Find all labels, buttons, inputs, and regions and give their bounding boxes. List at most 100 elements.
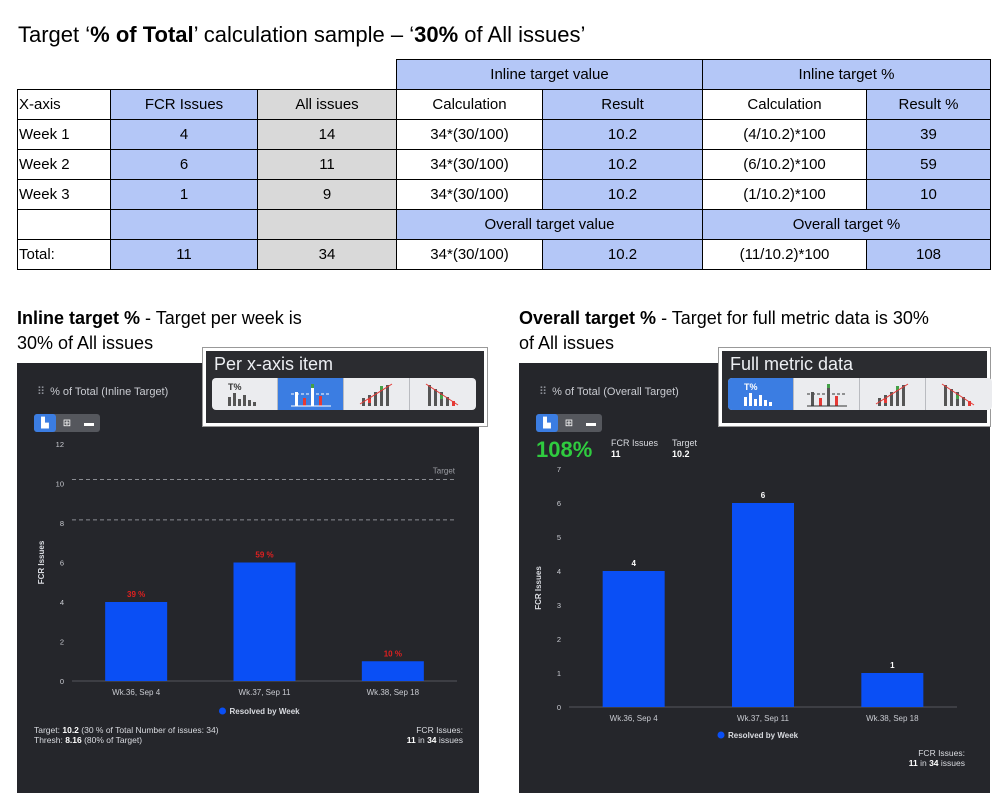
left-chart-panel: ⠿ % of Total (Inline Target) ▙ ⊞ ▬ 0 2 4 6 8 1… [17, 363, 479, 793]
chart-view-icon[interactable]: ▙ [34, 414, 56, 432]
trend-chart-icon[interactable] [344, 378, 410, 410]
bar-value-label: 6 [761, 491, 766, 500]
y-tick-label: 8 [60, 519, 64, 528]
table-cell: 34*(30/100) [396, 149, 543, 180]
bar-value-label: 10 % [384, 649, 402, 658]
inline-target-chart-icon[interactable] [278, 378, 344, 410]
column-header: All issues [257, 89, 397, 120]
y-tick-label: 12 [56, 440, 64, 449]
column-header: FCR Issues [110, 89, 258, 120]
table-cell: 34*(30/100) [396, 239, 543, 270]
table-cell: 4 [110, 119, 258, 150]
bar [602, 571, 665, 707]
table-cell: Week 3 [17, 179, 111, 210]
table-cell: 10.2 [542, 119, 703, 150]
drag-handle-icon[interactable]: ⠿ [37, 386, 45, 398]
chart-view-icon[interactable]: ▙ [536, 414, 558, 432]
y-tick-label: 4 [60, 598, 64, 607]
column-header: Calculation [396, 89, 543, 120]
y-tick-label: 5 [557, 533, 561, 542]
x-tick-label: Wk.37, Sep 11 [239, 688, 291, 697]
panel-title: % of Total (Inline Target) [50, 386, 169, 398]
left-caption: Inline target % - Target per week is 30%… [17, 308, 302, 353]
y-tick-label: 2 [557, 635, 561, 644]
table-cell: 10.2 [542, 149, 703, 180]
drag-handle-icon[interactable]: ⠿ [539, 386, 547, 398]
bar [233, 562, 296, 681]
group-header-inline-value: Inline target value [396, 59, 703, 90]
x-tick-label: Wk.37, Sep 11 [737, 714, 789, 723]
table-cell: 11 [110, 239, 258, 270]
y-axis-title: FCR Issues [37, 540, 46, 584]
inline-target-chart-icon[interactable] [794, 378, 860, 410]
chart-type-toolbar: T% [212, 378, 476, 410]
card-view-icon[interactable]: ▬ [84, 417, 94, 429]
table-cell: (11/10.2)*100 [702, 239, 867, 270]
bar [361, 661, 424, 681]
group-header-overall-pct: Overall target % [702, 209, 991, 240]
y-tick-label: 2 [60, 638, 64, 647]
legend-marker [219, 707, 226, 715]
y-tick-label: 1 [557, 669, 561, 678]
kpi-target: Target 10.2 [672, 438, 698, 459]
table-view-icon[interactable]: ⊞ [62, 417, 72, 429]
legend-label: Resolved by Week [728, 731, 799, 740]
decline-chart-icon[interactable] [926, 378, 992, 410]
pct-total-chart-icon[interactable]: T% [728, 378, 794, 410]
table-view-icon[interactable]: ⊞ [564, 417, 574, 429]
svg-text:T%: T% [228, 382, 242, 392]
view-toggle: ▙ ⊞ ▬ [536, 414, 602, 432]
column-header: Result % [866, 89, 991, 120]
kpi-fcr-issues: FCR Issues 11 [611, 438, 659, 459]
bar-value-label: 4 [631, 559, 636, 568]
target-label: Target [433, 467, 456, 476]
right-bar-chart: 0 1 2 3 4 5 6 7 FCR Issues 4 Wk.36, Sep 4 6 Wk.37, S… [534, 465, 957, 740]
table-cell: Week 1 [17, 119, 111, 150]
table-cell: 11 [257, 149, 397, 180]
right-caption: Overall target % - Target for full metri… [519, 308, 929, 353]
per-x-axis-popup: Per x-axis item T% [203, 348, 487, 426]
page-title: Target ‘% of Total’ calculation sample –… [18, 22, 586, 47]
column-header: Calculation [702, 89, 867, 120]
column-header: X-axis [17, 89, 111, 120]
table-cell: 34*(30/100) [396, 119, 543, 150]
table-row: Week 3 1 9 34*(30/100) 10.2 (1/10.2)*100… [17, 179, 991, 210]
table-cell: Total: [17, 239, 111, 270]
right-footer-fcr: FCR Issues: 11 in 34 issues [908, 748, 965, 768]
y-tick-label: 0 [60, 677, 64, 686]
table-cell: 10.2 [542, 239, 703, 270]
table-header-row: X-axis FCR Issues All issues Calculation… [17, 89, 991, 120]
svg-text:T%: T% [744, 382, 758, 392]
table-cell: 9 [257, 179, 397, 210]
table-cell: 59 [866, 149, 991, 180]
y-tick-label: 6 [60, 559, 64, 568]
table-cell: (4/10.2)*100 [702, 119, 867, 150]
table-total-row: Total: 11 34 34*(30/100) 10.2 (11/10.2)*… [17, 239, 991, 270]
y-tick-label: 6 [557, 499, 561, 508]
y-tick-label: 0 [557, 703, 561, 712]
y-tick-label: 4 [557, 567, 561, 576]
popup-label: Full metric data [730, 354, 854, 374]
popup-label: Per x-axis item [214, 354, 334, 374]
x-tick-label: Wk.36, Sep 4 [610, 714, 659, 723]
y-tick-label: 10 [56, 480, 64, 489]
trend-chart-icon[interactable] [860, 378, 926, 410]
decline-chart-icon[interactable] [410, 378, 476, 410]
column-header: Result [542, 89, 703, 120]
y-tick-label: 3 [557, 601, 561, 610]
table-cell: 10 [866, 179, 991, 210]
bar [861, 673, 924, 707]
card-view-icon[interactable]: ▬ [586, 417, 596, 429]
group-header-inline-pct: Inline target % [702, 59, 991, 90]
table-cell: 1 [110, 179, 258, 210]
left-footer-fcr: FCR Issues: 11 in 34 issues [406, 725, 463, 745]
pct-total-chart-icon[interactable]: T% [212, 378, 278, 410]
table-cell: 6 [110, 149, 258, 180]
table-row: Week 2 6 11 34*(30/100) 10.2 (6/10.2)*10… [17, 149, 991, 180]
view-toggle: ▙ ⊞ ▬ [34, 414, 100, 432]
table-row: Week 1 4 14 34*(30/100) 10.2 (4/10.2)*10… [17, 119, 991, 150]
bar [732, 503, 794, 707]
table-cell: 34 [257, 239, 397, 270]
chart-type-toolbar: T% [728, 378, 992, 410]
x-tick-label: Wk.38, Sep 18 [866, 714, 919, 723]
